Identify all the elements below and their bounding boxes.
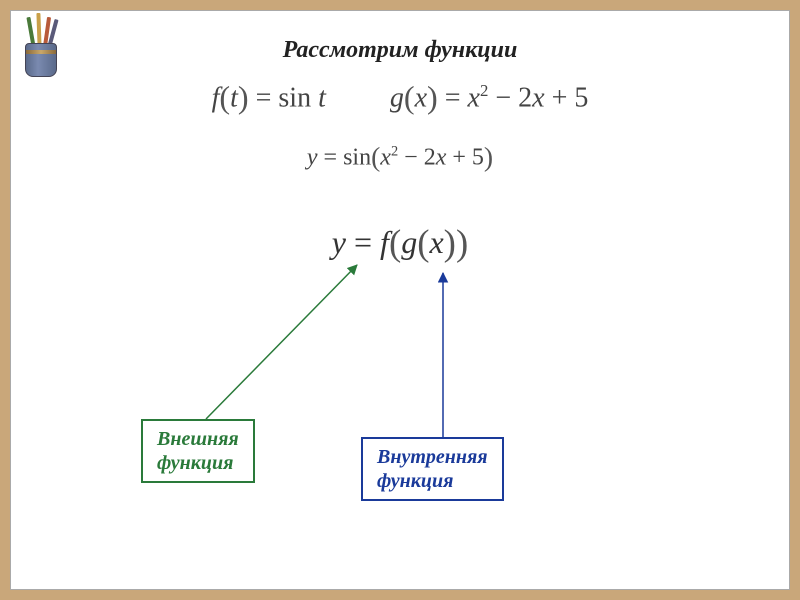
label-outer-line2: функция	[157, 451, 239, 475]
y-x2: x	[436, 145, 447, 171]
f-rhs: t	[318, 82, 326, 113]
label-outer-function: Внешняя функция	[141, 419, 255, 483]
f-eq: = sin	[249, 82, 318, 113]
paren: )	[444, 222, 456, 263]
comp-y: y	[332, 224, 346, 260]
paren: )	[484, 141, 493, 172]
label-inner-function: Внутренняя функция	[361, 437, 504, 501]
g-eq: =	[438, 82, 468, 113]
g-symbol: g	[390, 82, 404, 113]
label-inner-line1: Внутренняя	[377, 445, 488, 469]
paren: (	[371, 141, 380, 172]
paren: (	[417, 222, 429, 263]
slide: Рассмотрим функции f(t) = sin t g(x) = x…	[10, 10, 790, 590]
comp-g: g	[401, 224, 417, 260]
comp-eq: =	[346, 224, 380, 260]
paren: (	[389, 222, 401, 263]
slide-title: Рассмотрим функции	[11, 37, 789, 64]
y-x: x	[380, 145, 391, 171]
paren: (	[219, 79, 230, 115]
g-rest: − 2	[488, 82, 532, 113]
arrow-outer	[206, 265, 357, 419]
y-eq: = sin	[318, 145, 372, 171]
paren: )	[238, 79, 249, 115]
g-arg: x	[415, 82, 427, 113]
paren: (	[404, 79, 415, 115]
y-plus5: + 5	[446, 145, 484, 171]
equation-composed-explicit: y = sin(x2 − 2x + 5)	[11, 141, 789, 173]
label-inner-line2: функция	[377, 469, 488, 493]
g-x: x	[468, 82, 480, 113]
comp-x: x	[429, 224, 443, 260]
y-rest: − 2	[398, 145, 436, 171]
paren: )	[456, 222, 468, 263]
equation-composition: y = f(g(x))	[11, 221, 789, 264]
paren: )	[427, 79, 438, 115]
y-symbol: y	[307, 145, 318, 171]
g-x2: x	[532, 82, 544, 113]
equation-definitions: f(t) = sin t g(x) = x2 − 2x + 5	[11, 79, 789, 116]
f-arg: t	[230, 82, 238, 113]
comp-f: f	[380, 224, 389, 260]
label-outer-line1: Внешняя	[157, 427, 239, 451]
g-plus5: + 5	[545, 82, 589, 113]
